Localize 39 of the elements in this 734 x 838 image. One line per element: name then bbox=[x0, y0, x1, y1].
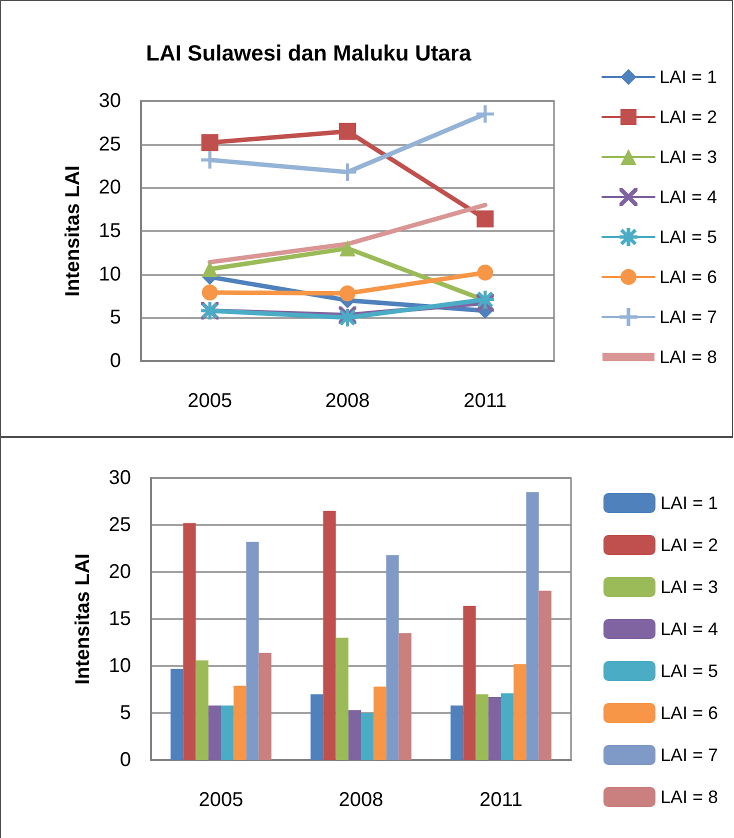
legend-label: LAI = 4 bbox=[659, 187, 718, 207]
y-tick-label: 10 bbox=[108, 655, 131, 677]
y-tick-label: 0 bbox=[120, 749, 131, 771]
x-tick-label: 2011 bbox=[479, 789, 523, 811]
legend-label: LAI = 2 bbox=[660, 535, 718, 555]
y-tick-label: 15 bbox=[108, 608, 131, 630]
x-tick-label: 2011 bbox=[464, 390, 507, 412]
y-tick-label: 0 bbox=[110, 350, 121, 372]
y-tick-label: 30 bbox=[108, 467, 131, 489]
legend-label: LAI = 6 bbox=[660, 703, 718, 723]
legend-label: LAI = 2 bbox=[659, 107, 718, 127]
y-axis-title: Intensitas LAI bbox=[72, 553, 94, 685]
legend-label: LAI = 5 bbox=[660, 661, 718, 681]
y-tick-label: 10 bbox=[98, 263, 121, 286]
y-axis-title: Intensitas LAI bbox=[62, 165, 84, 297]
y-tick-label: 20 bbox=[98, 176, 121, 199]
legend-label: LAI = 8 bbox=[659, 347, 718, 367]
x-tick-label: 2005 bbox=[188, 390, 232, 412]
legend-label: LAI = 1 bbox=[660, 493, 718, 513]
x-tick-label: 2005 bbox=[198, 789, 244, 811]
x-tick-label: 2008 bbox=[325, 390, 370, 412]
legend-label: LAI = 7 bbox=[659, 307, 718, 327]
legend-label: LAI = 3 bbox=[660, 577, 718, 597]
y-tick-label: 20 bbox=[108, 561, 131, 583]
y-tick-label: 5 bbox=[110, 306, 121, 329]
y-tick-label: 30 bbox=[98, 90, 121, 112]
legend-label: LAI = 3 bbox=[659, 147, 718, 167]
y-tick-label: 15 bbox=[98, 220, 121, 242]
y-tick-label: 25 bbox=[108, 514, 131, 536]
legend-label: LAI = 4 bbox=[660, 619, 718, 639]
y-tick-label: 5 bbox=[120, 702, 131, 724]
legend-label: LAI = 7 bbox=[660, 745, 718, 765]
x-tick-label: 2008 bbox=[338, 789, 384, 811]
legend-label: LAI = 8 bbox=[660, 787, 718, 807]
legend-label: LAI = 5 bbox=[659, 227, 718, 247]
y-tick-label: 25 bbox=[98, 133, 121, 156]
chart-title: LAI Sulawesi dan Maluku Utara bbox=[146, 40, 472, 66]
legend-label: LAI = 6 bbox=[659, 267, 718, 287]
legend-label: LAI = 1 bbox=[659, 67, 718, 87]
